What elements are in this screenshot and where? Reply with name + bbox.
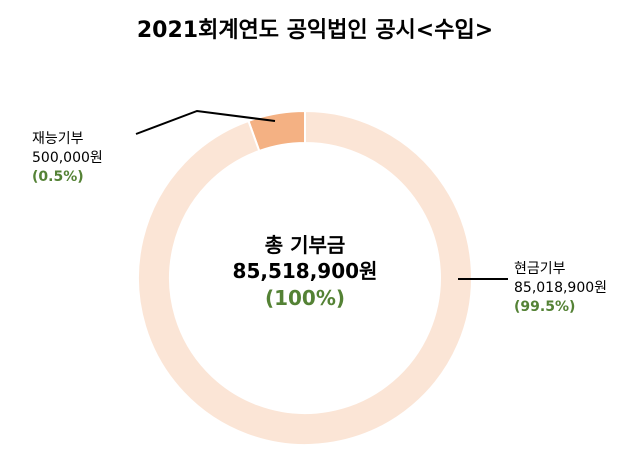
donut-slices [137,109,473,446]
data-label-talent-percent: (0.5%) [32,169,84,185]
data-label-cash-percent: (99.5%) [514,299,576,315]
donut-slice-cash [137,109,473,446]
chart-title: 2021회계연도 공익법인 공시<수입> [136,18,494,43]
leader-lines [135,109,508,280]
data-label-talent-amount: 500,000원 [32,150,103,166]
data-label-cash-name: 현금기부 [514,261,566,277]
donut-center-summary: 총 기부금 85,518,900원 (100%) [205,232,405,312]
data-label-cash-donation: 현금기부 85,018,900원 (99.5%) [514,260,607,317]
center-total-value: 85,518,900원 [232,259,378,283]
data-label-talent-name: 재능기부 [32,131,84,147]
leader-line-talent [135,109,276,135]
center-title: 총 기부금 [264,233,346,257]
data-label-talent-donation: 재능기부 500,000원 (0.5%) [32,130,103,187]
data-label-cash-amount: 85,018,900원 [514,280,608,296]
center-percent: (100%) [264,286,346,310]
